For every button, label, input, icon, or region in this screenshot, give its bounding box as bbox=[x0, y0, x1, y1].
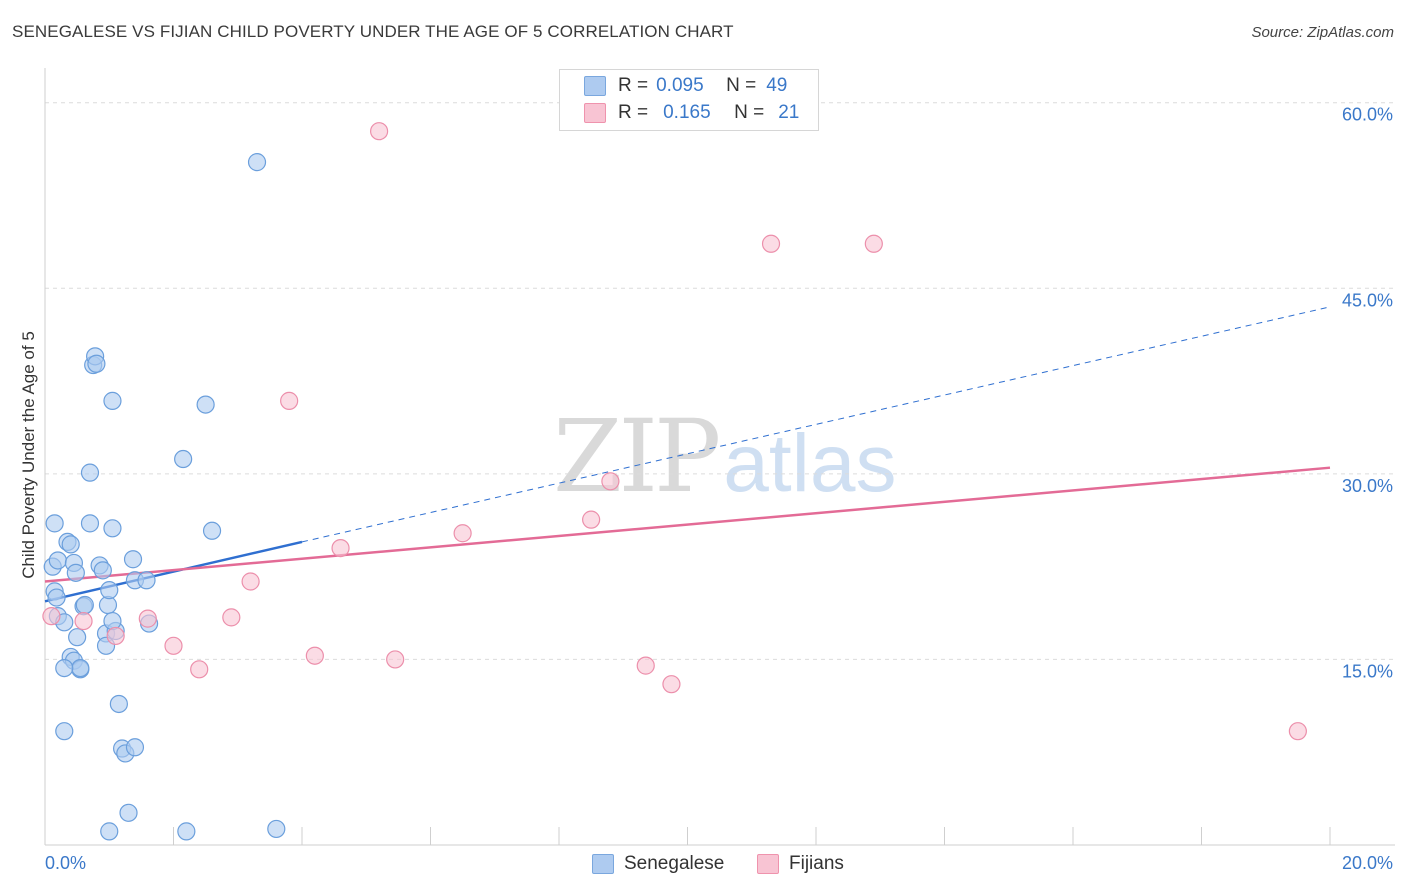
fijians-point bbox=[42, 607, 61, 626]
senegalese-point bbox=[109, 694, 128, 714]
axis-labels: 15.0% 30.0% 45.0% 60.0% 0.0% 20.0% Child Pover… bbox=[19, 105, 1393, 873]
senegalese-point bbox=[55, 658, 74, 678]
senegalese-point bbox=[55, 722, 74, 741]
bottom-legend-fijians: Fijians bbox=[757, 852, 844, 876]
fijians-r-value: 0.165 bbox=[663, 102, 711, 123]
fijians-point bbox=[1288, 722, 1307, 741]
fijians-legend-label: Fijians bbox=[789, 853, 844, 874]
y-tick-label: 30.0% bbox=[1342, 476, 1393, 496]
senegalese-point bbox=[103, 519, 122, 538]
fijians-point bbox=[453, 524, 472, 543]
fijians-point bbox=[370, 122, 389, 141]
fijians-point bbox=[222, 608, 241, 627]
x-tick-label: 0.0% bbox=[45, 853, 86, 873]
senegalese-point bbox=[47, 588, 66, 607]
axes bbox=[44, 68, 1395, 846]
r-label: R = bbox=[618, 102, 649, 123]
senegalese-point bbox=[125, 738, 145, 757]
senegalese-point bbox=[93, 561, 112, 580]
y-axis-label: Child Poverty Under the Age of 5 bbox=[19, 331, 38, 579]
senegalese-point bbox=[80, 514, 100, 533]
chart-title: SENEGALESE VS FIJIAN CHILD POVERTY UNDER… bbox=[12, 22, 734, 41]
senegalese-point bbox=[100, 581, 119, 600]
n-label: N = bbox=[734, 102, 765, 123]
senegalese-r-value: 0.095 bbox=[656, 75, 704, 96]
senegalese-point bbox=[174, 449, 193, 469]
senegalese-point bbox=[103, 391, 122, 410]
senegalese-point bbox=[202, 521, 222, 540]
fijians-point bbox=[761, 234, 781, 253]
y-tick-label: 60.0% bbox=[1342, 105, 1393, 125]
fijians-point bbox=[74, 611, 93, 631]
fijians-point bbox=[138, 609, 157, 628]
senegalese-point bbox=[45, 514, 64, 533]
fijians-point bbox=[164, 636, 183, 655]
n-label: N = bbox=[726, 75, 757, 96]
senegalese-point bbox=[137, 571, 156, 590]
senegalese-point bbox=[80, 463, 100, 482]
senegalese-point bbox=[267, 819, 286, 839]
senegalese-point bbox=[123, 550, 143, 569]
stats-legend: R = 0.095 N = 49 R = 0.165 N = 21 bbox=[559, 69, 819, 131]
senegalese-point bbox=[247, 153, 267, 172]
legend-row-fijians: R = 0.165 N = 21 bbox=[584, 101, 799, 125]
senegalese-n-value: 49 bbox=[766, 75, 788, 96]
senegalese-point bbox=[61, 535, 80, 554]
data-points bbox=[42, 122, 1307, 841]
senegalese-point bbox=[75, 595, 94, 615]
senegalese-point bbox=[100, 822, 119, 841]
senegalese-point bbox=[119, 803, 138, 822]
senegalese-point bbox=[71, 658, 90, 678]
senegalese-point bbox=[68, 628, 87, 647]
fijians-n-value: 21 bbox=[778, 102, 800, 123]
senegalese-point bbox=[177, 822, 196, 841]
senegalese-point bbox=[103, 611, 122, 631]
r-label: R = bbox=[618, 75, 649, 96]
senegalese-point bbox=[196, 395, 215, 414]
fijians-swatch bbox=[757, 854, 779, 874]
trend-lines bbox=[44, 306, 1331, 603]
fijians-point bbox=[106, 626, 125, 646]
y-tick-label: 15.0% bbox=[1342, 661, 1393, 681]
senegalese-swatch bbox=[584, 76, 606, 96]
legend-row-senegalese: R = 0.095 N = 49 bbox=[584, 74, 787, 98]
y-tick-label: 45.0% bbox=[1342, 290, 1393, 310]
senegalese-trend-extension bbox=[301, 306, 1331, 543]
fijians-point bbox=[305, 646, 324, 665]
fijians-point bbox=[864, 234, 883, 253]
senegalese-point bbox=[48, 551, 67, 570]
senegalese-point bbox=[87, 354, 106, 373]
fijians-point bbox=[241, 572, 260, 591]
senegalese-point bbox=[66, 563, 85, 582]
fijians-point bbox=[582, 510, 601, 529]
senegalese-trend-line bbox=[44, 540, 303, 603]
fijians-point bbox=[331, 538, 350, 558]
bottom-legend-senegalese: Senegalese bbox=[592, 852, 724, 876]
fijians-point bbox=[386, 650, 405, 669]
x-tick-label: 20.0% bbox=[1342, 853, 1393, 873]
fijians-trend-line bbox=[44, 466, 1331, 583]
fijians-point bbox=[662, 675, 681, 694]
fijians-swatch bbox=[584, 103, 606, 123]
source-label: Source: ZipAtlas.com bbox=[1251, 24, 1394, 41]
senegalese-legend-label: Senegalese bbox=[624, 853, 725, 874]
fijians-point bbox=[190, 660, 209, 679]
senegalese-swatch bbox=[592, 854, 614, 874]
fijians-point bbox=[601, 472, 620, 491]
fijians-point bbox=[636, 656, 655, 675]
fijians-point bbox=[280, 391, 299, 410]
